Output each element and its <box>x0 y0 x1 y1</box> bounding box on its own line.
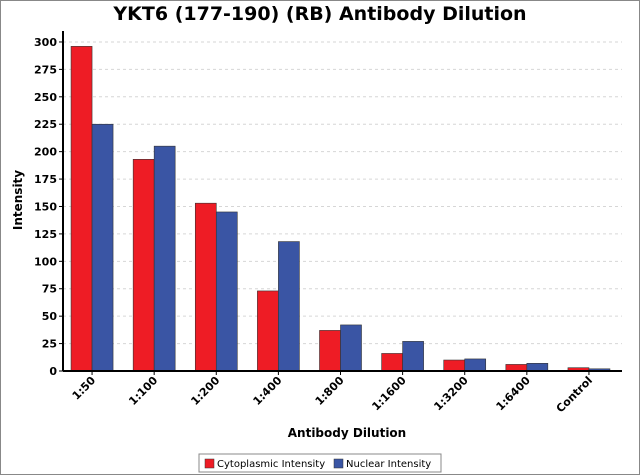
y-axis-label: Intensity <box>11 170 25 230</box>
bar-cytoplasmic <box>70 46 93 372</box>
x-tick-labels: 1:50 1:100 1:200 1:400 1:800 1:1600 1:3200 1:64… <box>70 374 595 416</box>
y-tick-label: 300 <box>34 36 57 49</box>
axes <box>59 31 622 375</box>
bars <box>70 46 611 372</box>
y-tick-label: 50 <box>42 310 58 323</box>
x-tick-label: 1:400 <box>251 374 285 408</box>
bar-cytoplasmic <box>319 330 341 372</box>
y-tick-label: 25 <box>42 338 57 351</box>
bar-nuclear <box>91 123 114 372</box>
x-tick-label: 1:1600 <box>369 374 409 414</box>
x-tick-label: 1:200 <box>188 374 222 408</box>
y-tick-label: 225 <box>34 118 57 131</box>
y-tick-label: 75 <box>42 283 57 296</box>
legend-label: Nuclear Intensity <box>346 459 431 470</box>
y-tick-label: 150 <box>34 200 57 213</box>
bar-cytoplasmic <box>257 290 279 372</box>
bar-nuclear <box>402 341 424 372</box>
bar-cytoplasmic <box>194 202 217 372</box>
legend-box <box>198 453 442 473</box>
y-tick-label: 200 <box>34 146 57 159</box>
legend: Cytoplasmic Intensity Nuclear Intensity <box>198 453 442 473</box>
legend-swatch <box>333 458 344 469</box>
y-tick-labels: 0 25 50 75 100 125 150 175 200 225 250 275 300 <box>34 36 57 378</box>
bar-nuclear <box>278 241 300 372</box>
x-tick-label: Control <box>554 374 595 415</box>
x-tick-label: 1:50 <box>70 374 99 403</box>
x-tick-label: 1:6400 <box>494 374 534 414</box>
y-tick-label: 250 <box>34 91 57 104</box>
y-tick-label: 175 <box>34 173 57 186</box>
y-tick-label: 125 <box>34 228 57 241</box>
bar-cytoplasmic <box>132 159 155 372</box>
y-tick-label: 0 <box>49 365 57 378</box>
legend-swatch <box>204 458 215 469</box>
legend-label: Cytoplasmic Intensity <box>217 459 325 470</box>
bar-nuclear <box>526 363 549 372</box>
y-tick-label: 275 <box>34 63 57 76</box>
bar-cytoplasmic <box>381 353 403 372</box>
bar-nuclear <box>153 145 176 372</box>
x-axis-label: Antibody Dilution <box>288 426 406 440</box>
bar-nuclear <box>464 358 487 372</box>
bar-cytoplasmic <box>443 359 466 372</box>
y-tick-label: 100 <box>34 255 57 268</box>
x-tick-label: 1:100 <box>126 374 160 408</box>
x-tick-label: 1:800 <box>313 374 347 408</box>
chart-title: YKT6 (177-190) (RB) Antibody Dilution <box>112 3 526 25</box>
x-tick-label: 1:3200 <box>431 374 471 414</box>
bar-nuclear <box>215 211 238 372</box>
bar-nuclear <box>340 324 362 372</box>
